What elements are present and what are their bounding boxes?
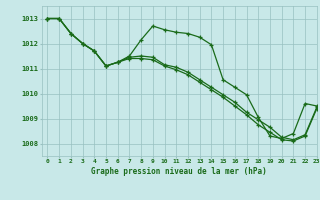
X-axis label: Graphe pression niveau de la mer (hPa): Graphe pression niveau de la mer (hPa) [91,167,267,176]
